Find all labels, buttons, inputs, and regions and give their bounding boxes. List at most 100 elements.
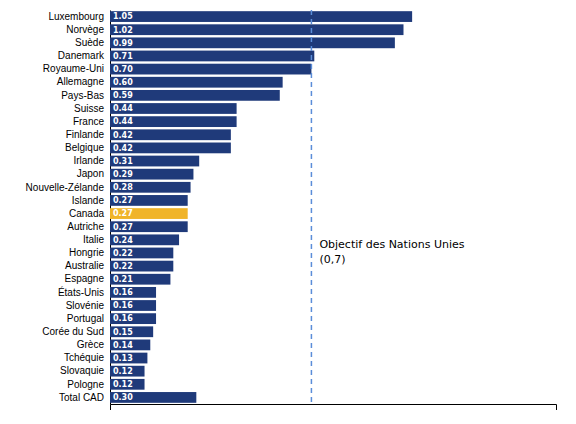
- y-tick-label: Autriche: [67, 221, 104, 232]
- bar: [110, 208, 188, 219]
- y-tick: Portugal: [67, 313, 110, 324]
- data-label: 0.44: [113, 104, 133, 113]
- bar: [110, 340, 150, 351]
- bar: [110, 182, 191, 193]
- y-tick-label: Total CAD: [59, 392, 104, 403]
- y-tick: France: [73, 116, 110, 127]
- y-tick: Islande: [72, 195, 110, 206]
- y-tick-label: Pologne: [67, 379, 104, 390]
- y-tick: Belgique: [65, 142, 110, 153]
- data-label: 0.16: [113, 301, 133, 310]
- chart-svg: LuxembourgNorvègeSuèdeDanemarkRoyaume-Un…: [0, 0, 576, 424]
- bar: [110, 287, 156, 298]
- y-tick-label: Australie: [65, 260, 104, 271]
- y-tick: Corée du Sud: [42, 326, 110, 337]
- data-label: 0.12: [113, 380, 133, 389]
- y-tick-label: France: [73, 116, 105, 127]
- data-label: 0.30: [113, 393, 133, 402]
- bar: [110, 90, 280, 101]
- data-label: 0.31: [113, 157, 133, 166]
- bar: [110, 326, 153, 337]
- bar: [110, 274, 170, 285]
- y-axis: LuxembourgNorvègeSuèdeDanemarkRoyaume-Un…: [26, 11, 111, 405]
- y-tick: Danemark: [58, 50, 110, 61]
- data-label: 0.99: [113, 39, 133, 48]
- bar: [110, 156, 199, 167]
- y-tick: Allemagne: [57, 76, 110, 87]
- data-label: 0.59: [113, 91, 133, 100]
- y-tick: Slovénie: [66, 300, 110, 311]
- plot-area: LuxembourgNorvègeSuèdeDanemarkRoyaume-Un…: [26, 10, 557, 410]
- data-label: 0.42: [113, 131, 133, 140]
- data-label: 1.05: [113, 12, 133, 21]
- y-tick-label: Danemark: [58, 50, 105, 61]
- y-tick-label: Grèce: [77, 339, 105, 350]
- y-tick: Autriche: [67, 221, 110, 232]
- y-tick-label: États-Unis: [58, 286, 104, 298]
- data-label: 0.15: [113, 328, 133, 337]
- bar: [110, 64, 311, 75]
- y-tick: Espagne: [65, 273, 110, 284]
- data-label: 1.02: [113, 26, 133, 35]
- y-tick-label: Allemagne: [57, 76, 105, 87]
- data-label: 0.27: [113, 209, 133, 218]
- y-tick-label: Luxembourg: [48, 11, 104, 22]
- data-label: 0.22: [113, 262, 133, 271]
- y-tick: Finlande: [66, 129, 110, 140]
- y-tick-label: Tchéquie: [64, 352, 104, 363]
- y-tick: Suède: [75, 37, 110, 48]
- y-tick: Canada: [69, 208, 110, 219]
- bar: [110, 51, 314, 62]
- y-tick-label: Japon: [77, 168, 104, 179]
- bar: [110, 195, 188, 206]
- bar: [110, 169, 193, 180]
- chart-container: LuxembourgNorvègeSuèdeDanemarkRoyaume-Un…: [0, 0, 576, 424]
- data-label: 0.44: [113, 117, 133, 126]
- bar: [110, 248, 173, 259]
- y-tick-label: Canada: [69, 208, 104, 219]
- data-label: 0.22: [113, 249, 133, 258]
- bar: [110, 103, 237, 114]
- data-label: 0.12: [113, 367, 133, 376]
- y-tick-label: Islande: [72, 195, 105, 206]
- y-tick: États-Unis: [58, 286, 110, 298]
- y-tick-label: Italie: [83, 234, 105, 245]
- data-label: 0.27: [113, 196, 133, 205]
- y-tick: Luxembourg: [48, 11, 110, 22]
- bar: [110, 24, 403, 35]
- bar: [110, 129, 231, 140]
- y-tick-label: Portugal: [67, 313, 104, 324]
- y-tick: Tchéquie: [64, 352, 110, 363]
- data-label: 0.29: [113, 170, 133, 179]
- bar: [110, 353, 147, 364]
- bar: [110, 261, 173, 272]
- y-tick-label: Belgique: [65, 142, 104, 153]
- annotation-line: Objectif des Nations Unies: [319, 238, 464, 251]
- y-tick: Irlande: [73, 155, 110, 166]
- bar: [110, 234, 179, 245]
- y-tick-label: Irlande: [73, 155, 104, 166]
- y-tick: Italie: [83, 234, 110, 245]
- y-tick-label: Suisse: [74, 103, 104, 114]
- bar: [110, 392, 196, 403]
- bar: [110, 366, 145, 377]
- bar: [110, 221, 188, 232]
- y-tick: Total CAD: [59, 392, 110, 403]
- y-tick-label: Corée du Sud: [42, 326, 104, 337]
- y-tick: Norvège: [66, 24, 110, 35]
- y-tick-label: Espagne: [65, 273, 105, 284]
- bar: [110, 11, 412, 22]
- data-label: 0.24: [113, 236, 133, 245]
- y-tick: Pays-Bas: [61, 90, 110, 101]
- bar: [110, 313, 156, 324]
- marks: [110, 10, 412, 404]
- data-label: 0.16: [113, 288, 133, 297]
- y-tick-label: Nouvelle-Zélande: [26, 182, 105, 193]
- y-tick: Nouvelle-Zélande: [26, 182, 110, 193]
- reference-line: [311, 10, 313, 404]
- annotation: Objectif des Nations Unies(0,7): [319, 238, 464, 266]
- y-tick: Japon: [77, 168, 110, 179]
- bar: [110, 116, 237, 127]
- y-tick-label: Finlande: [66, 129, 105, 140]
- bar: [110, 143, 231, 154]
